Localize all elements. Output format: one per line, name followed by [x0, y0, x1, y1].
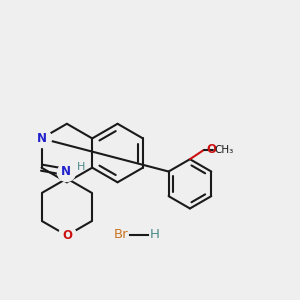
Text: H: H: [150, 228, 160, 241]
Text: H: H: [76, 162, 85, 172]
Text: O: O: [206, 143, 216, 156]
Text: N: N: [37, 132, 46, 145]
Text: N: N: [61, 165, 71, 178]
Text: Br: Br: [114, 228, 128, 241]
Text: CH₃: CH₃: [214, 145, 234, 155]
Text: O: O: [62, 229, 72, 242]
